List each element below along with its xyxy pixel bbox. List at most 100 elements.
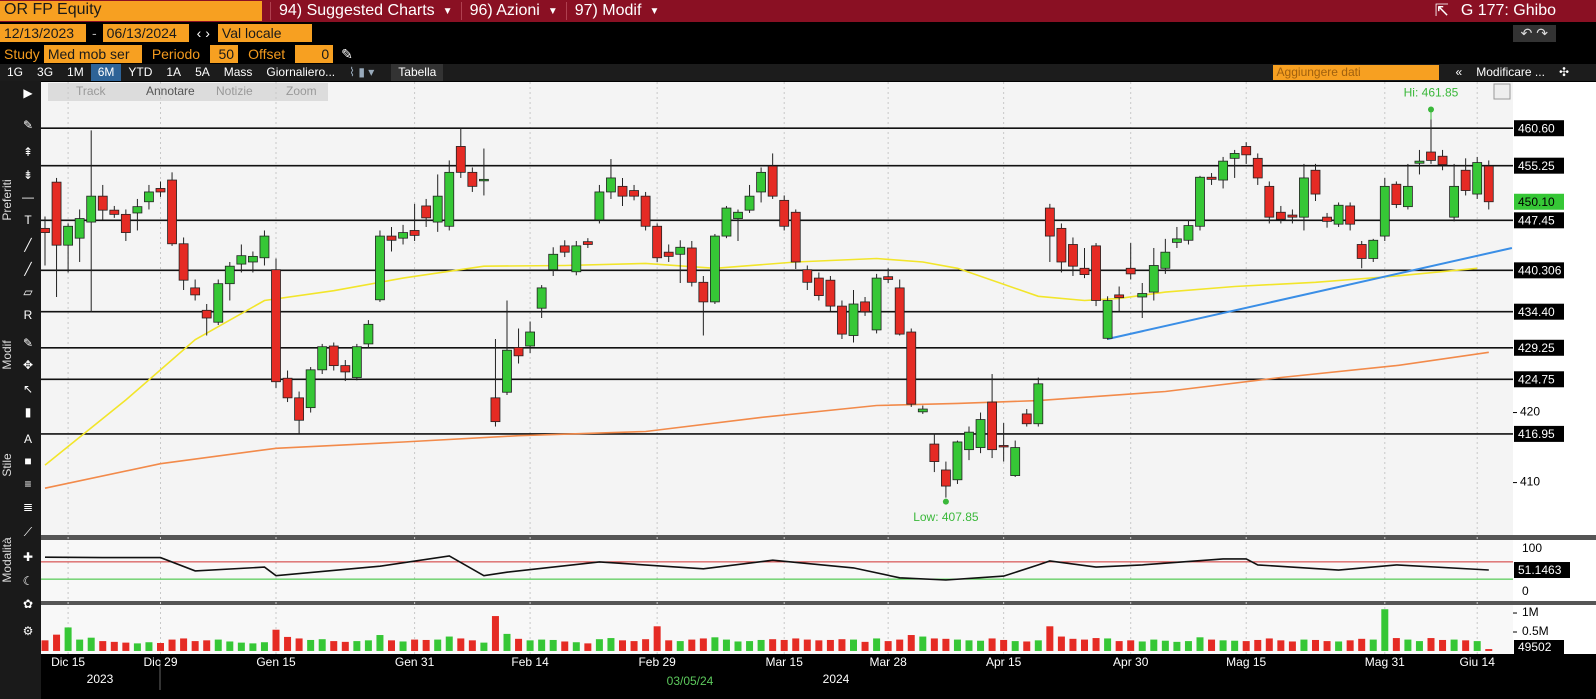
range-button[interactable]: 1M [67,65,84,79]
tool-icon[interactable]: ✎ [23,336,33,350]
tool-icon[interactable]: ✥ [23,358,33,372]
low-label: Low: 407.85 [913,510,979,524]
volume-bar [295,638,303,651]
tool-icon[interactable]: ╱ [23,237,32,252]
candle-body [201,309,212,319]
collapse[interactable]: « [1455,65,1463,79]
range-button[interactable]: 3G [37,65,54,79]
currency[interactable]: Val locale [217,24,312,42]
level-tag [1514,157,1564,174]
period[interactable]: 50 [210,45,239,63]
menu[interactable]: 94) Suggested Charts [270,2,443,20]
candle-body [513,347,524,357]
range-button[interactable]: 1G [7,65,24,79]
candle-body [964,431,974,451]
start-date[interactable]: 12/13/2023 [0,24,86,42]
tool-icon[interactable]: T [24,213,32,227]
volume-bar [595,639,603,651]
candle-body [375,235,385,301]
volume-last-label: 49502 [1518,640,1552,654]
offset[interactable]: 0 [295,45,334,63]
moving-average [44,257,1478,466]
nav[interactable]: ‹ › [196,25,210,41]
candle-body [1299,177,1309,218]
tool-icon[interactable]: — [22,190,34,204]
separator: - [92,25,97,41]
tool-icon[interactable]: ↖ [23,382,33,396]
volume-bar [1081,639,1088,651]
range-button[interactable]: 5A [195,65,210,79]
tool-icon[interactable]: ≣ [23,500,33,514]
volume-bar [307,639,315,651]
candle-body [224,265,235,285]
candle-body [582,241,593,245]
undo[interactable]: ↶ ↷ [1512,24,1556,42]
volume-bar [214,639,222,651]
range-button[interactable]: Giornaliero... [266,65,336,79]
candle-body [640,195,651,227]
tool-icon[interactable]: ⇟ [23,168,33,182]
candle-body [894,287,905,335]
tool-icon[interactable]: ⟋ [24,525,33,539]
candle-body [1414,160,1425,164]
table-button[interactable]: Tabella [391,64,444,81]
tool-icon[interactable]: ⇞ [23,145,33,159]
pen-icon[interactable]: ✎ [341,45,353,62]
settings[interactable]: ✣ [1558,65,1569,79]
add-data[interactable]: Aggiungere dati [1272,65,1439,80]
volume-bar [1427,638,1435,651]
volume-bar [561,641,569,651]
tool-icon[interactable]: ✿ [23,597,33,611]
range-button[interactable]: Mass [223,65,253,79]
chart-icons[interactable]: ⌇ ▮ ▾ [349,65,375,79]
study[interactable]: Med mob ser [43,45,142,63]
tool-icon[interactable]: R [24,308,33,322]
end-date[interactable]: 06/13/2024 [102,24,189,42]
tool-icon[interactable]: A [24,432,32,446]
range-button[interactable]: 1A [166,65,182,79]
volume-bar [896,639,904,651]
range-button[interactable]: 6M [90,64,122,81]
range-button[interactable]: YTD [128,65,153,79]
candle-body [444,171,455,227]
volume-bar [907,635,915,651]
panel-menu[interactable] [1493,83,1511,100]
rsi-tick-label: 100 [1522,541,1542,555]
candle-body [594,191,605,221]
candle-body [767,165,778,197]
tool-icon[interactable]: ■ [24,454,31,468]
volume-bar [180,638,188,651]
export-icon[interactable]: ⇱ [1434,1,1449,20]
ticker-input[interactable]: OR FP Equity [0,1,262,21]
volume-bar [1231,640,1239,651]
menu[interactable]: 96) Azioni [460,2,548,20]
tool-icon[interactable]: ✎ [23,118,33,132]
candle-body [1403,185,1413,208]
volume-bar [1046,626,1054,651]
candle-body [1275,211,1286,220]
volume-bar [734,641,742,651]
modify[interactable]: Modificare ... [1476,65,1545,79]
volume-bar [503,633,511,651]
candle-body [63,225,73,246]
volume-bar [457,638,465,651]
tool-icon[interactable]: ▶ [23,86,33,100]
menu[interactable]: 97) Modif [565,2,650,20]
rsi-panel [41,540,1513,601]
volume-bar [746,641,754,651]
volume-bar [1196,637,1204,651]
volume-bar [1115,641,1123,651]
tool-icon[interactable]: ✚ [23,550,33,564]
tool-icon[interactable]: ▱ [23,285,33,299]
tool-icon[interactable]: ╱ [23,261,32,276]
tool-icon[interactable]: ▮ [25,405,32,419]
volume-bar [1023,641,1031,651]
volume-bar [1346,640,1354,651]
candle-body [1125,267,1136,275]
candle-body [1264,185,1275,218]
tool-icon[interactable]: ≡ [24,477,31,491]
volume-bar [953,639,961,651]
tool-icon[interactable]: ☾ [23,574,34,588]
candle-body [455,146,466,173]
tool-icon[interactable]: ⚙ [23,624,34,638]
